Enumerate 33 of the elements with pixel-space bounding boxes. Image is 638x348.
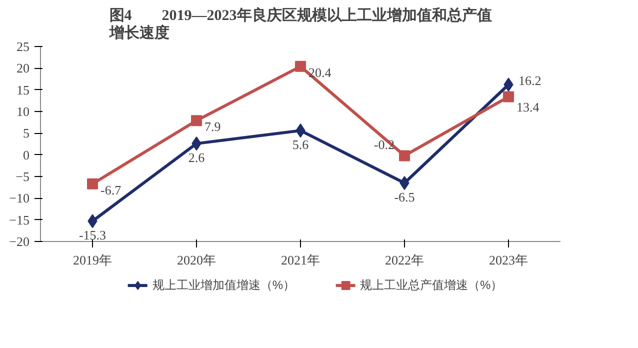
y-tick-label: 10 — [16, 104, 30, 119]
x-tick-label: 2021年 — [281, 252, 320, 268]
legend-label: 规上工业增加值增速（%） — [152, 276, 295, 294]
point — [399, 150, 410, 162]
point — [295, 60, 306, 72]
y-tick-label: 0 — [23, 147, 30, 162]
y-tick-label: −10 — [9, 190, 30, 206]
data-label: 20.4 — [308, 64, 332, 80]
data-label: 5.6 — [292, 137, 310, 152]
y-tick-label: 25 — [16, 39, 30, 54]
point — [503, 91, 514, 102]
data-label: -6.5 — [394, 190, 415, 204]
x-tick-label: 2023年 — [489, 252, 528, 268]
chart-title: 图4 2019—2023年良庆区规模以上工业增加值和总产值增长速度 — [108, 6, 492, 42]
y-tick-label: 15 — [16, 82, 30, 98]
y-tick-label: −15 — [9, 212, 30, 228]
x-tick-label: 2019年 — [73, 252, 112, 268]
point — [400, 176, 410, 190]
y-tick-label: −5 — [16, 169, 30, 184]
x-tick-label: 2020年 — [177, 252, 216, 268]
y-tick-label: −20 — [9, 234, 30, 249]
x-tick-label: 2022年 — [385, 252, 424, 268]
data-label: 16.2 — [518, 73, 542, 88]
legend-label: 规上工业总产值增速（%） — [360, 276, 503, 294]
point — [87, 178, 98, 190]
data-label: 7.9 — [204, 119, 221, 134]
y-tick-label: 20 — [16, 60, 30, 76]
data-label: 2.6 — [188, 150, 206, 166]
data-label: -15.3 — [78, 228, 106, 243]
point — [191, 115, 202, 126]
data-label: 13.4 — [516, 99, 540, 114]
y-tick-label: 5 — [23, 126, 30, 141]
data-label: -6.7 — [100, 182, 122, 198]
